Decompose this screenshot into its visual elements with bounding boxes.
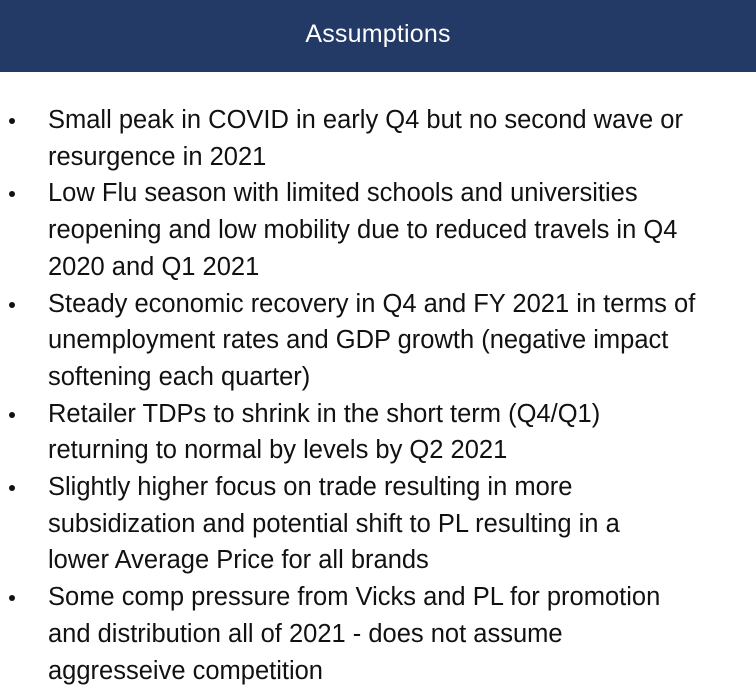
bullet-text-line: unemployment rates and GDP growth (negat… [48, 326, 669, 355]
bullet-text-line: Small peak in COVID in early Q4 but no s… [48, 106, 683, 134]
assumptions-list: Small peak in COVID in early Q4 but no s… [0, 102, 756, 689]
bullet-text-line: and distribution all of 2021 - does not … [48, 619, 563, 648]
bullet-text-line: Some comp pressure from Vicks and PL for… [48, 583, 661, 612]
header-banner: Assumptions [0, 0, 756, 72]
bullet-text-line: 2020 and Q1 2021 [48, 252, 260, 281]
list-item: Slightly higher focus on trade resulting… [0, 469, 756, 579]
bullet-text-line: Steady economic recovery in Q4 and FY 20… [48, 289, 696, 318]
bullet-icon [9, 485, 15, 492]
bullet-icon [9, 191, 15, 198]
list-item: Retailer TDPs to shrink in the short ter… [0, 396, 756, 469]
bullet-text-line: softening each quarter) [48, 362, 311, 391]
bullet-icon [9, 595, 15, 602]
list-item: Low Flu season with limited schools and … [0, 175, 756, 285]
bullet-icon [9, 118, 15, 124]
bullet-text-line: lower Average Price for all brands [48, 546, 429, 575]
page-title: Assumptions [305, 19, 451, 48]
list-item: Some comp pressure from Vicks and PL for… [0, 579, 756, 689]
bullet-text-line: returning to normal by levels by Q2 2021 [48, 436, 508, 465]
bullet-text-line: Retailer TDPs to shrink in the short ter… [48, 399, 601, 428]
bullet-text-line: resurgence in 2021 [48, 142, 267, 171]
bullet-text-line: subsidization and potential shift to PL … [48, 509, 620, 538]
bullet-text-line: reopening and low mobility due to reduce… [48, 216, 678, 245]
bullet-icon [9, 411, 15, 418]
list-item: Small peak in COVID in early Q4 but no s… [0, 102, 756, 175]
bullet-text-line: aggresseive competition [48, 656, 323, 685]
bullet-text-line: Low Flu season with limited schools and … [48, 179, 638, 208]
bullet-text-line: Slightly higher focus on trade resulting… [48, 473, 573, 502]
list-item: Steady economic recovery in Q4 and FY 20… [0, 286, 756, 396]
bullet-icon [9, 301, 15, 308]
